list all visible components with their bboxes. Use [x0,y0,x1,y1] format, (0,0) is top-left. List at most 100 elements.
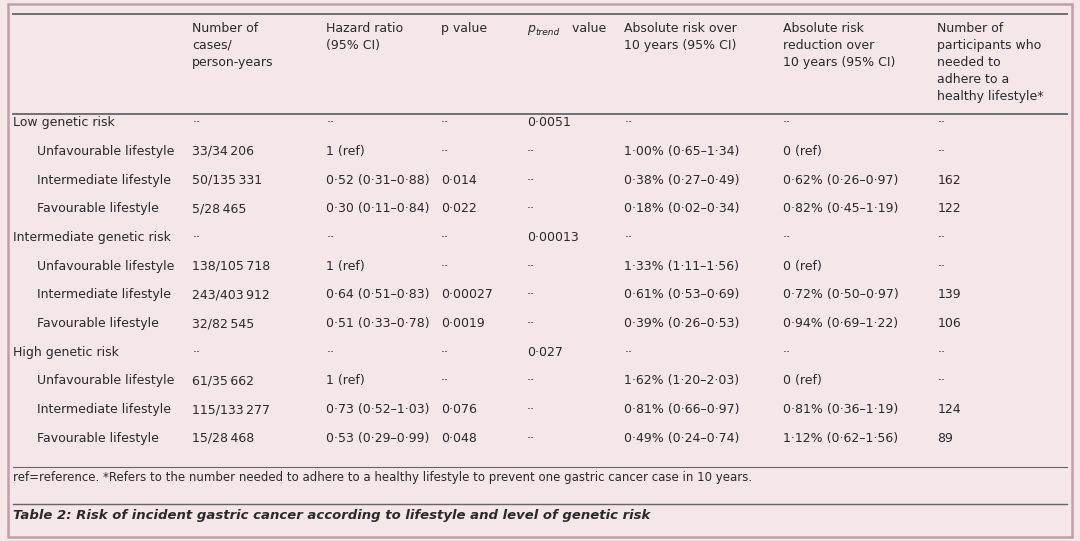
Text: 0·027: 0·027 [527,346,563,359]
FancyBboxPatch shape [8,4,1072,537]
Text: 124: 124 [937,403,961,416]
Text: 243/403 912: 243/403 912 [192,288,270,301]
Text: 139: 139 [937,288,961,301]
Text: Table 2: Risk of incident gastric cancer according to lifestyle and level of gen: Table 2: Risk of incident gastric cancer… [13,509,650,522]
Text: 50/135 331: 50/135 331 [192,174,262,187]
Text: ··: ·· [192,346,200,359]
Text: Intermediate lifestyle: Intermediate lifestyle [37,403,171,416]
Text: ··: ·· [441,346,448,359]
Text: 0·39% (0·26–0·53): 0·39% (0·26–0·53) [624,317,740,330]
Text: 0·014: 0·014 [441,174,476,187]
Text: Unfavourable lifestyle: Unfavourable lifestyle [37,374,174,387]
Text: ··: ·· [192,231,200,244]
Text: p value: p value [441,22,487,35]
Text: Low genetic risk: Low genetic risk [13,116,114,129]
Text: 1·33% (1·11–1·56): 1·33% (1·11–1·56) [624,260,739,273]
Text: Absolute risk over
10 years (95% CI): Absolute risk over 10 years (95% CI) [624,22,737,51]
Text: 0·81% (0·36–1·19): 0·81% (0·36–1·19) [783,403,899,416]
Text: Number of
participants who
needed to
adhere to a
healthy lifestyle*: Number of participants who needed to adh… [937,22,1044,103]
Text: 0·076: 0·076 [441,403,476,416]
Text: ··: ·· [783,116,791,129]
Text: ··: ·· [937,260,945,273]
Text: ··: ·· [937,231,945,244]
Text: 1·00% (0·65–1·34): 1·00% (0·65–1·34) [624,145,740,158]
Text: 0·38% (0·27–0·49): 0·38% (0·27–0·49) [624,174,740,187]
Text: 0·51 (0·33–0·78): 0·51 (0·33–0·78) [326,317,430,330]
Text: ··: ·· [326,231,334,244]
Text: ··: ·· [527,202,535,215]
Text: 0·022: 0·022 [441,202,476,215]
Text: 162: 162 [937,174,961,187]
Text: ··: ·· [624,116,632,129]
Text: ··: ·· [783,346,791,359]
Text: Intermediate lifestyle: Intermediate lifestyle [37,288,171,301]
Text: 61/35 662: 61/35 662 [192,374,254,387]
Text: 0·61% (0·53–0·69): 0·61% (0·53–0·69) [624,288,740,301]
Text: ··: ·· [441,145,448,158]
Text: 0·0051: 0·0051 [527,116,571,129]
Text: Hazard ratio
(95% CI): Hazard ratio (95% CI) [326,22,403,51]
Text: ref=reference. *Refers to the number needed to adhere to a healthy lifestyle to : ref=reference. *Refers to the number nee… [13,471,752,484]
Text: 33/34 206: 33/34 206 [192,145,254,158]
Text: 0·64 (0·51–0·83): 0·64 (0·51–0·83) [326,288,430,301]
Text: ··: ·· [527,374,535,387]
Text: 0·0019: 0·0019 [441,317,485,330]
Text: ··: ·· [527,260,535,273]
Text: ··: ·· [527,174,535,187]
Text: 115/133 277: 115/133 277 [192,403,270,416]
Text: Intermediate genetic risk: Intermediate genetic risk [13,231,171,244]
Text: 138/105 718: 138/105 718 [192,260,270,273]
Text: 0·30 (0·11–0·84): 0·30 (0·11–0·84) [326,202,430,215]
Text: ··: ·· [937,346,945,359]
Text: 0·94% (0·69–1·22): 0·94% (0·69–1·22) [783,317,899,330]
Text: 1 (ref): 1 (ref) [326,145,365,158]
Text: 0 (ref): 0 (ref) [783,145,822,158]
Text: 0·048: 0·048 [441,432,476,445]
Text: 0·18% (0·02–0·34): 0·18% (0·02–0·34) [624,202,740,215]
Text: Number of
cases/
person-years: Number of cases/ person-years [192,22,273,69]
Text: 5/28 465: 5/28 465 [192,202,246,215]
Text: Favourable lifestyle: Favourable lifestyle [37,432,159,445]
Text: High genetic risk: High genetic risk [13,346,119,359]
Text: 0·72% (0·50–0·97): 0·72% (0·50–0·97) [783,288,899,301]
Text: 0·49% (0·24–0·74): 0·49% (0·24–0·74) [624,432,740,445]
Text: 15/28 468: 15/28 468 [192,432,255,445]
Text: 106: 106 [937,317,961,330]
Text: ··: ·· [441,260,448,273]
Text: 1·12% (0·62–1·56): 1·12% (0·62–1·56) [783,432,899,445]
Text: ··: ·· [527,288,535,301]
Text: ··: ·· [783,231,791,244]
Text: 0 (ref): 0 (ref) [783,374,822,387]
Text: ··: ·· [326,116,334,129]
Text: Intermediate lifestyle: Intermediate lifestyle [37,174,171,187]
Text: Absolute risk
reduction over
10 years (95% CI): Absolute risk reduction over 10 years (9… [783,22,895,69]
Text: Unfavourable lifestyle: Unfavourable lifestyle [37,260,174,273]
Text: 0·52 (0·31–0·88): 0·52 (0·31–0·88) [326,174,430,187]
Text: ··: ·· [441,374,448,387]
Text: 0 (ref): 0 (ref) [783,260,822,273]
Text: ··: ·· [527,403,535,416]
Text: 89: 89 [937,432,954,445]
Text: 0·62% (0·26–0·97): 0·62% (0·26–0·97) [783,174,899,187]
Text: ··: ·· [527,432,535,445]
Text: ··: ·· [441,231,448,244]
Text: trend: trend [536,28,559,37]
Text: Favourable lifestyle: Favourable lifestyle [37,317,159,330]
Text: 0·53 (0·29–0·99): 0·53 (0·29–0·99) [326,432,430,445]
Text: 0·73 (0·52–1·03): 0·73 (0·52–1·03) [326,403,430,416]
Text: 32/82 545: 32/82 545 [192,317,255,330]
Text: ··: ·· [441,116,448,129]
Text: 1 (ref): 1 (ref) [326,374,365,387]
Text: ··: ·· [527,145,535,158]
Text: ··: ·· [937,374,945,387]
Text: ··: ·· [326,346,334,359]
Text: ··: ·· [624,346,632,359]
Text: Unfavourable lifestyle: Unfavourable lifestyle [37,145,174,158]
Text: 0·82% (0·45–1·19): 0·82% (0·45–1·19) [783,202,899,215]
Text: 0·00013: 0·00013 [527,231,579,244]
Text: Favourable lifestyle: Favourable lifestyle [37,202,159,215]
Text: 1 (ref): 1 (ref) [326,260,365,273]
Text: 0·81% (0·66–0·97): 0·81% (0·66–0·97) [624,403,740,416]
Text: ··: ·· [937,145,945,158]
Text: ··: ·· [527,317,535,330]
